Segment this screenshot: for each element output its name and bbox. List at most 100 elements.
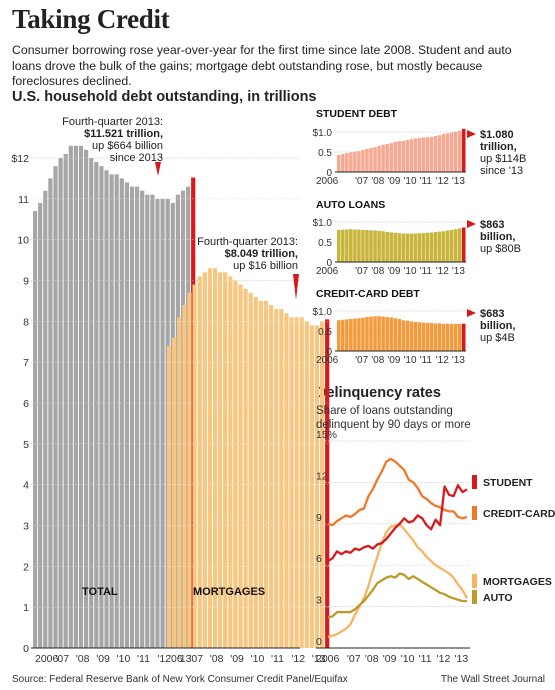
small-bar [389,143,393,172]
mortgage-bar [263,300,269,648]
small-bar [349,319,353,351]
y-tick-label: 8 [23,316,29,328]
x-tick-label: '07 [355,355,368,366]
small-bar [437,135,442,172]
mortgage-bar [309,325,314,648]
legend-swatch [472,475,477,489]
small-bar [389,232,393,262]
annotation-text: trillion, [480,141,517,153]
small-bar [417,322,422,351]
annotation-text: billion, [480,231,515,243]
total-bar [68,145,73,648]
small-bar [413,233,418,262]
mortgage-bar [207,268,212,648]
x-tick-label: '12 [436,176,449,187]
student-line [327,484,468,563]
small-bar [457,130,462,172]
y-tick-label: 0.5 [318,327,332,338]
mortgage-bar [228,276,233,648]
small-bar [373,147,377,172]
small-bar [341,319,345,351]
small-bar [433,232,438,262]
small-bar [429,323,434,351]
annotation-text: $8.049 trillion, [225,248,298,260]
x-tick-label: 2006 [316,266,339,277]
x-tick-label: '09 [383,653,397,665]
legend-label: STUDENT [483,477,533,489]
mortgage-bar [294,317,299,648]
mortgage-bar [248,292,253,648]
total-bar [73,145,78,648]
total-bar [145,194,150,648]
x-tick-label: '08 [365,653,379,665]
small-bar [441,231,446,262]
small-bar [417,138,422,172]
y-tick-label: 10 [17,235,29,247]
y-tick-label: 0 [326,258,332,269]
series-label-total: TOTAL [82,586,118,598]
small-bar [349,229,353,262]
total-bar [114,174,119,649]
x-tick-label: '13 [178,653,192,665]
legend-swatch [472,590,477,604]
x-tick-label: '08 [371,355,384,366]
x-tick-label: '10 [251,653,265,665]
small-bar [445,323,450,351]
small-bar [449,230,454,262]
small-bar [461,323,466,351]
y-tick-label: 2 [23,561,29,573]
total-bar [104,170,109,648]
credit-card-line [327,457,468,527]
annotation-text: $863 [480,219,504,231]
small-bar [337,230,341,262]
small-bar [369,316,373,351]
x-tick-label: '10 [117,653,131,665]
total-bar [63,153,68,648]
y-tick-label: 1 [23,602,29,614]
x-tick-label: '13 [452,355,465,366]
small-bar [421,233,426,262]
small-bar [353,151,357,172]
total-bar [38,202,43,648]
total-bar [33,211,38,649]
annotation-pointer [467,220,476,228]
small-bar [385,232,389,262]
small-bar [377,316,381,351]
small-bar [429,136,434,172]
annotation-text: $11.521 trillion, [84,128,163,140]
x-tick-label: '07 [347,653,361,665]
small-bar [345,319,349,351]
small-bar [425,232,430,262]
mortgage-bar [202,272,207,648]
y-tick-label: 0 [23,643,29,655]
legend-label: CREDIT-CARD [483,508,555,520]
annotation-text: since '13 [480,165,523,177]
mortgage-bar [325,319,330,648]
total-bar [43,190,48,648]
mortgage-bar [314,325,320,648]
small-bar [381,231,385,262]
total-bar [124,182,129,648]
total-bar [160,198,165,649]
x-tick-label: '07 [55,653,69,665]
total-bar [94,162,99,649]
small-bar [369,230,373,262]
small-bar [393,318,397,351]
x-tick-label: '11 [420,355,433,366]
small-bar [409,233,414,262]
mortgage-bar [212,268,218,648]
small-bar [441,134,446,172]
small-bar [457,228,462,262]
annotation-text: up $114B [480,153,526,165]
mortgage-bar [253,296,258,648]
small-bar [433,136,438,172]
y-tick-label: 6 [23,398,29,410]
mortgage-bar [269,305,274,648]
x-tick-label: '08 [210,653,224,665]
small-bar [445,230,450,262]
small-bar [413,321,418,351]
small-bar [425,137,430,172]
household-debt-title: U.S. household debt outstanding, in tril… [12,89,317,105]
annotation-text: up $664 billion [92,140,163,152]
x-tick-label: '13 [312,653,326,665]
